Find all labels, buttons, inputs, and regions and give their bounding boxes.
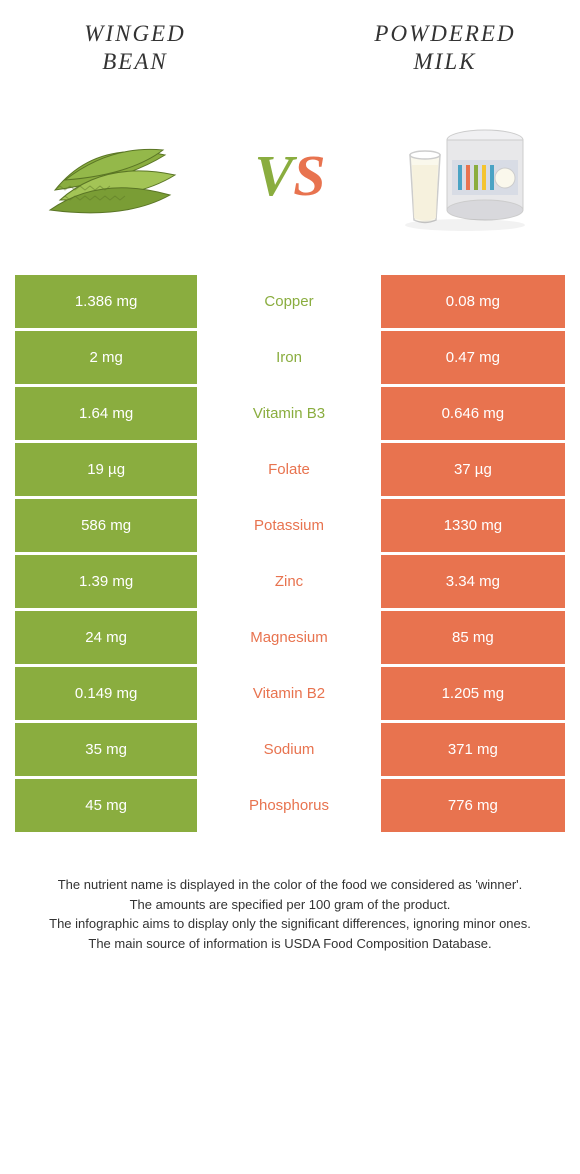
table-row: 1.64 mgVitamin B30.646 mg [15, 387, 565, 443]
title-left-line2: BEAN [45, 48, 225, 76]
value-left: 19 µg [15, 443, 199, 499]
table-row: 586 mgPotassium1330 mg [15, 499, 565, 555]
value-left: 0.149 mg [15, 667, 199, 723]
table-row: 1.386 mgCopper0.08 mg [15, 275, 565, 331]
value-right: 776 mg [381, 779, 565, 835]
milk-icon [390, 110, 540, 240]
footer-line2: The amounts are specified per 100 gram o… [30, 895, 550, 915]
value-right: 0.646 mg [381, 387, 565, 443]
nutrient-name: Sodium [199, 723, 381, 779]
value-left: 24 mg [15, 611, 199, 667]
images-row: VS [15, 95, 565, 275]
nutrient-name: Copper [199, 275, 381, 331]
value-left: 1.39 mg [15, 555, 199, 611]
title-left-line1: WINGED [45, 20, 225, 48]
value-right: 3.34 mg [381, 555, 565, 611]
table-row: 24 mgMagnesium85 mg [15, 611, 565, 667]
nutrient-name: Vitamin B3 [199, 387, 381, 443]
value-left: 2 mg [15, 331, 199, 387]
powdered-milk-image [385, 105, 545, 245]
vs-s: S [293, 143, 325, 208]
footer-notes: The nutrient name is displayed in the co… [15, 835, 565, 953]
value-left: 45 mg [15, 779, 199, 835]
nutrient-name: Potassium [199, 499, 381, 555]
footer-line4: The main source of information is USDA F… [30, 934, 550, 954]
footer-line3: The infographic aims to display only the… [30, 914, 550, 934]
value-left: 586 mg [15, 499, 199, 555]
value-left: 1.386 mg [15, 275, 199, 331]
value-right: 371 mg [381, 723, 565, 779]
value-left: 1.64 mg [15, 387, 199, 443]
value-right: 0.08 mg [381, 275, 565, 331]
bean-icon [35, 110, 195, 240]
nutrient-name: Zinc [199, 555, 381, 611]
nutrient-name: Iron [199, 331, 381, 387]
footer-line1: The nutrient name is displayed in the co… [30, 875, 550, 895]
nutrient-table: 1.386 mgCopper0.08 mg2 mgIron0.47 mg1.64… [15, 275, 565, 835]
value-right: 0.47 mg [381, 331, 565, 387]
title-left: WINGED BEAN [45, 20, 225, 75]
title-right-line2: MILK [355, 48, 535, 76]
value-left: 35 mg [15, 723, 199, 779]
table-row: 35 mgSodium371 mg [15, 723, 565, 779]
table-row: 0.149 mgVitamin B21.205 mg [15, 667, 565, 723]
nutrient-name: Phosphorus [199, 779, 381, 835]
nutrient-name: Magnesium [199, 611, 381, 667]
vs-label: VS [255, 142, 326, 209]
table-row: 45 mgPhosphorus776 mg [15, 779, 565, 835]
value-right: 1.205 mg [381, 667, 565, 723]
nutrient-name: Folate [199, 443, 381, 499]
vs-v: V [255, 143, 294, 208]
table-row: 2 mgIron0.47 mg [15, 331, 565, 387]
value-right: 1330 mg [381, 499, 565, 555]
value-right: 85 mg [381, 611, 565, 667]
winged-bean-image [35, 105, 195, 245]
nutrient-name: Vitamin B2 [199, 667, 381, 723]
table-row: 19 µgFolate37 µg [15, 443, 565, 499]
table-row: 1.39 mgZinc3.34 mg [15, 555, 565, 611]
value-right: 37 µg [381, 443, 565, 499]
title-right: POWDERED MILK [355, 20, 535, 75]
title-right-line1: POWDERED [355, 20, 535, 48]
header: WINGED BEAN POWDERED MILK [15, 20, 565, 75]
